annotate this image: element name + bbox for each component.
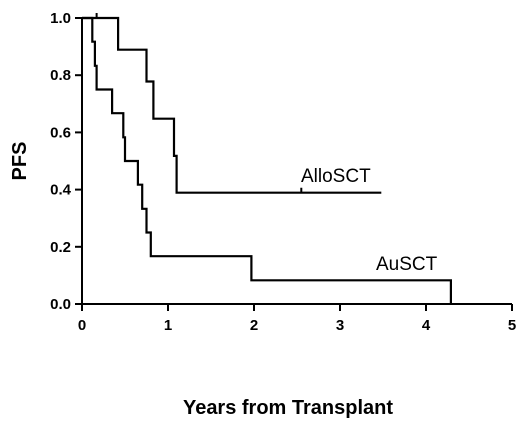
x-tick-label: 0 <box>78 317 86 334</box>
x-axis-title: Years from Transplant <box>183 397 393 419</box>
series-label-ausct: AuSCT <box>376 254 438 275</box>
x-tick-label: 2 <box>250 317 258 334</box>
y-axis-title: PFS <box>9 142 31 181</box>
y-tick-label: 0.2 <box>50 239 71 256</box>
x-tick-label: 3 <box>336 317 344 334</box>
y-tick-label: 0.6 <box>50 124 71 141</box>
plot-area <box>82 13 452 304</box>
y-tick-label: 0.8 <box>50 67 71 84</box>
y-tick-label: 0.0 <box>50 296 71 313</box>
x-tick-label: 5 <box>508 317 516 334</box>
x-tick-label: 4 <box>422 317 431 334</box>
y-tick-label: 0.4 <box>50 182 72 199</box>
y-axis-ticks: 0.0 0.2 0.4 0.6 0.8 1.0 <box>50 10 82 313</box>
x-tick-label: 1 <box>164 317 172 334</box>
y-tick-label: 1.0 <box>50 10 71 27</box>
series-line-ausct <box>82 16 452 304</box>
series-line-allosct <box>82 16 382 194</box>
x-axis-ticks: 0 1 2 3 4 5 <box>78 304 516 334</box>
series-label-allosct: AlloSCT <box>301 166 371 187</box>
